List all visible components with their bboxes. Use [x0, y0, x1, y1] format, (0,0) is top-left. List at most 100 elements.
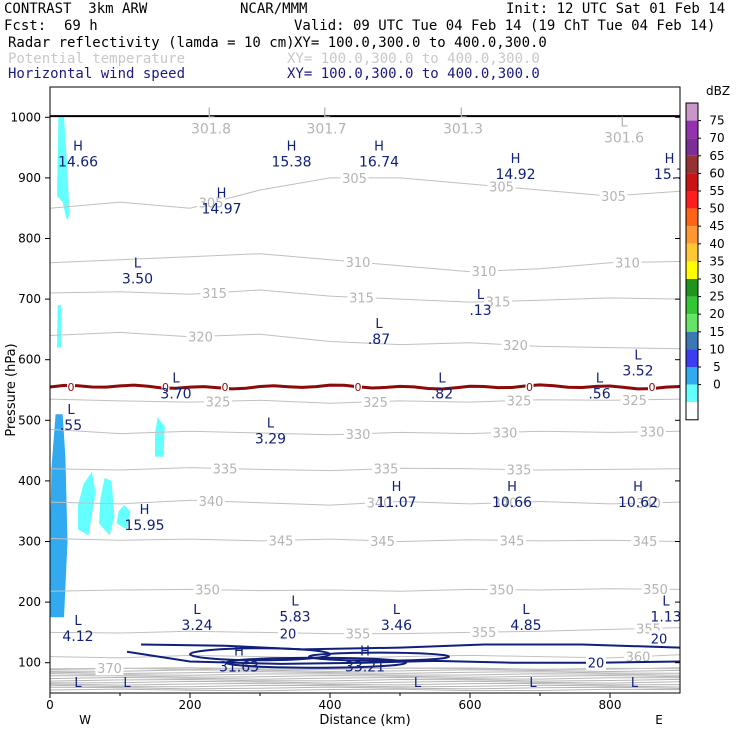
zero-label-bg	[221, 380, 229, 392]
extremum-marker: H	[374, 140, 384, 155]
colorbar-swatch	[686, 191, 698, 209]
theta-stratosphere-line	[50, 678, 680, 682]
zero-isotherm-label: 0	[162, 381, 169, 394]
theta-contour-345	[50, 538, 680, 543]
theta-label-bg	[470, 625, 498, 640]
x-tick-label: 0	[46, 698, 54, 712]
theta-contour-label: 325	[363, 396, 388, 411]
theta-contour-370	[50, 666, 680, 670]
extremum-value: 4.85	[510, 618, 541, 634]
extremum-marker: L	[522, 603, 530, 618]
reflectivity-core	[57, 305, 62, 348]
extremum-marker: H	[360, 644, 370, 659]
extremum-value: 15.7	[654, 167, 685, 183]
extremum-value: 15.38	[271, 155, 311, 171]
reflectivity-core	[99, 477, 115, 536]
theta-label-bg	[344, 255, 372, 270]
y-axis-label: Pressure (hPa)	[4, 343, 19, 436]
theta-contour-label: 325	[206, 395, 231, 410]
colorbar-level-label: 55	[709, 184, 724, 198]
wind-label-bg	[649, 630, 669, 646]
y-tick-label: 1000	[10, 110, 41, 124]
theta-label-bg	[200, 285, 229, 300]
theta-contour-label: 355	[472, 626, 497, 641]
theta-label-bg	[638, 424, 666, 439]
header-fcst-label: Fcst:	[4, 18, 47, 34]
extremum-marker: L	[393, 603, 401, 618]
extremum-value: 3.29	[255, 432, 286, 448]
reflectivity-core	[116, 505, 131, 530]
y-tick-label: 100	[18, 656, 41, 670]
extremum-value: .55	[60, 418, 82, 434]
extremum-marker: H	[140, 503, 150, 518]
colorbar-level-label: 35	[709, 254, 724, 268]
extremum-value: 5.83	[279, 610, 310, 626]
header-fcst-value: 69 h	[64, 18, 98, 34]
theta-label-bg	[505, 393, 533, 408]
colorbar-level-label: 15	[709, 325, 724, 339]
theta-label-bg	[344, 626, 372, 641]
extremum-value: 1.52	[111, 691, 142, 707]
wind-jet-core	[308, 651, 450, 662]
field-theta-xy: XY= 100.0,300.0 to 400.0,300.0	[287, 51, 540, 67]
theta-contour-320	[50, 331, 680, 350]
zero-isotherm-label: 0	[355, 381, 362, 394]
extremum-value: .82	[431, 387, 453, 403]
theta-contour-label: 360	[626, 651, 651, 666]
y-tick-label: 600	[18, 353, 41, 367]
extremum-marker: H	[392, 480, 402, 495]
colorbar-level-label: 5	[713, 360, 721, 374]
reflectivity-core	[155, 417, 165, 457]
extremum-value: 14.97	[201, 201, 241, 217]
theta-label-bg	[372, 461, 400, 476]
extremum-marker: L	[477, 288, 485, 303]
extremum-marker: L	[267, 417, 275, 432]
extremum-marker: L	[596, 372, 604, 387]
zero-label-bg	[354, 380, 362, 392]
extremum-marker: L	[529, 676, 537, 691]
theta-label-bg	[484, 294, 512, 309]
x-tick-label: 600	[459, 698, 482, 712]
header-valid: Valid: 09 UTC Tue 04 Feb 14 (19 ChT Tue …	[294, 18, 716, 34]
extremum-value: .26	[623, 691, 645, 707]
colorbar-swatch	[686, 243, 698, 262]
theta-extremum-value: 301.7	[306, 121, 346, 137]
theta-stratosphere-line	[50, 680, 680, 684]
colorbar-swatch	[686, 367, 698, 385]
theta-contour-label: 315	[202, 287, 227, 302]
theta-contour-label: 315	[349, 291, 374, 306]
theta-extremum-marker: L	[620, 115, 628, 130]
theta-label-bg	[267, 533, 295, 548]
theta-extremum-marker: L	[207, 106, 215, 121]
theta-contour-label: 340	[636, 497, 661, 512]
theta-contour-label: 335	[507, 464, 532, 479]
extremum-value: 17	[409, 691, 427, 707]
reflectivity-core	[50, 414, 68, 618]
theta-stratosphere-line	[50, 671, 680, 674]
colorbar-swatch	[686, 384, 698, 403]
extremum-value: 14.66	[58, 155, 98, 171]
theta-label-bg	[487, 582, 516, 597]
extremum-value: 10.62	[618, 495, 658, 511]
x-tick-label: 400	[319, 698, 342, 712]
extremum-marker: L	[193, 603, 201, 618]
extremum-marker: L	[631, 676, 639, 691]
y-tick-label: 400	[18, 474, 41, 488]
reflectivity-core	[57, 117, 70, 221]
field-wind: Horizontal wind speed	[8, 66, 186, 82]
theta-contour-label: 350	[489, 584, 514, 599]
theta-label-bg	[193, 582, 222, 597]
header-institution: NCAR/MMM	[240, 1, 308, 17]
extremum-value: 3.52	[622, 364, 653, 380]
theta-label-bg	[491, 425, 519, 440]
theta-label-bg	[347, 290, 376, 305]
field-reflectivity: Radar reflectivity (lamda = 10 cm)	[8, 35, 295, 51]
extremum-value: 14.92	[495, 167, 535, 183]
extremum-marker: L	[67, 403, 75, 418]
theta-contour-label: 335	[374, 463, 399, 478]
extremum-marker: H	[665, 152, 675, 167]
theta-extremum-value: 301.3	[443, 121, 483, 137]
theta-label-bg	[620, 392, 649, 407]
theta-extremum-marker: L	[323, 106, 331, 121]
